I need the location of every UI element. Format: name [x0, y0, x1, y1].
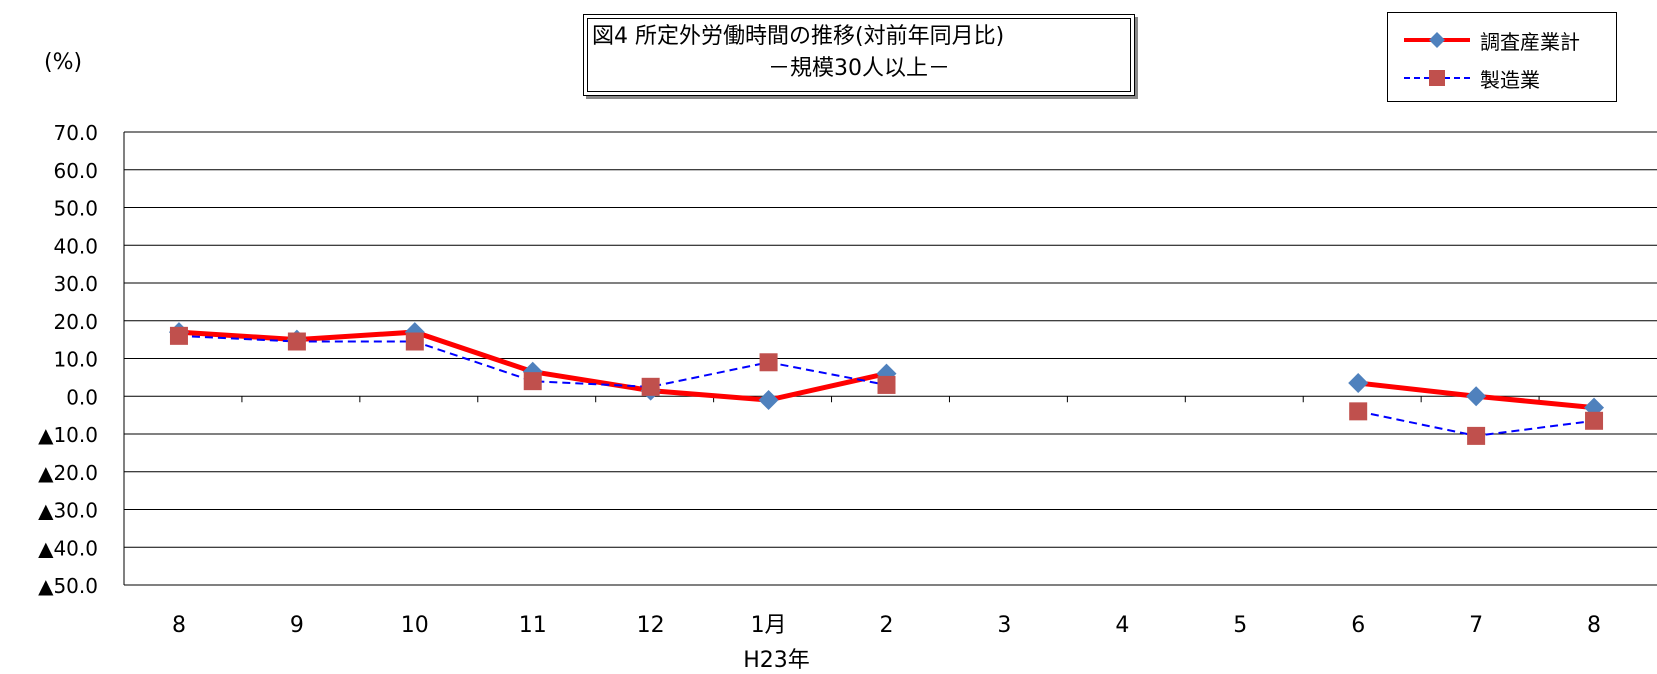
- legend-label-series-0: 調査産業計: [1480, 29, 1580, 54]
- chart-title-box: 図4 所定外労働時間の推移(対前年同月比) －規模30人以上－: [583, 14, 1135, 96]
- grid-lines: [123, 131, 1657, 586]
- y-tick-label: 10.0: [53, 348, 98, 372]
- series-1: [169, 326, 1604, 445]
- data-point: [1349, 402, 1368, 421]
- data-point: [287, 332, 306, 351]
- y-tick-label: ▲30.0: [38, 499, 98, 523]
- legend-marker-series-1: [1404, 70, 1470, 86]
- data-point: [1585, 411, 1604, 430]
- legend-entry-series-1: 製造業: [1402, 63, 1540, 93]
- y-tick-label: ▲40.0: [38, 536, 98, 560]
- x-tick-label: 2: [880, 613, 894, 638]
- x-tick-labels: 8 9 10 11 12 1月 2 3 4 5 6 7 8: [172, 613, 1601, 638]
- y-tick-label: ▲20.0: [38, 461, 98, 485]
- x-tick-label: 4: [1115, 613, 1129, 638]
- y-tick-label: 60.0: [53, 159, 98, 183]
- legend-entry-series-0: 調査産業計: [1402, 25, 1580, 55]
- y-tick-label: 20.0: [53, 310, 98, 334]
- data-point: [877, 375, 896, 394]
- data-point: [405, 332, 424, 351]
- legend-label-series-1: 製造業: [1480, 67, 1540, 92]
- data-point: [1348, 373, 1369, 394]
- x-tick-label: 10: [401, 613, 429, 638]
- x-axis-label: H23年: [0, 642, 1657, 674]
- y-tick-label: ▲10.0: [38, 423, 98, 447]
- data-point: [1466, 386, 1487, 407]
- y-tick-label: 40.0: [53, 234, 98, 258]
- data-point: [759, 353, 778, 372]
- y-axis-label: (%): [44, 50, 83, 75]
- legend-marker-series-0: [1404, 32, 1470, 48]
- series-layer: [168, 322, 1605, 445]
- data-point: [1467, 426, 1486, 445]
- data-point: [169, 326, 188, 345]
- y-tick-label: 0.0: [66, 385, 98, 409]
- data-point: [523, 372, 542, 391]
- legend: 調査産業計 製造業: [1387, 12, 1617, 102]
- x-tick-label: 6: [1351, 613, 1365, 638]
- series-0: [168, 322, 1605, 418]
- y-tick-label: ▲50.0: [38, 574, 98, 598]
- x-axis-label-text: H23年: [743, 648, 810, 673]
- x-tick-label: 7: [1469, 613, 1483, 638]
- y-tick-label: 50.0: [53, 197, 98, 221]
- chart-subtitle: －規模30人以上－: [768, 56, 950, 81]
- data-point: [758, 390, 779, 411]
- chart-title: 図4 所定外労働時間の推移(対前年同月比): [592, 24, 1005, 49]
- y-tick-label: 70.0: [53, 121, 98, 145]
- x-tick-label: 11: [519, 613, 547, 638]
- y-tick-labels: 70.0 60.0 50.0 40.0 30.0 20.0 10.0 0.0 ▲10.0 ▲20.…: [38, 121, 98, 598]
- x-tick-label: 1月: [751, 613, 787, 638]
- data-point: [641, 377, 660, 396]
- x-tick-label: 12: [637, 613, 665, 638]
- x-tick-label: 5: [1233, 613, 1247, 638]
- x-tick-label: 9: [290, 613, 304, 638]
- y-tick-label: 30.0: [53, 272, 98, 296]
- x-tick-label: 3: [997, 613, 1011, 638]
- x-tick-label: 8: [1587, 613, 1601, 638]
- x-tick-label: 8: [172, 613, 186, 638]
